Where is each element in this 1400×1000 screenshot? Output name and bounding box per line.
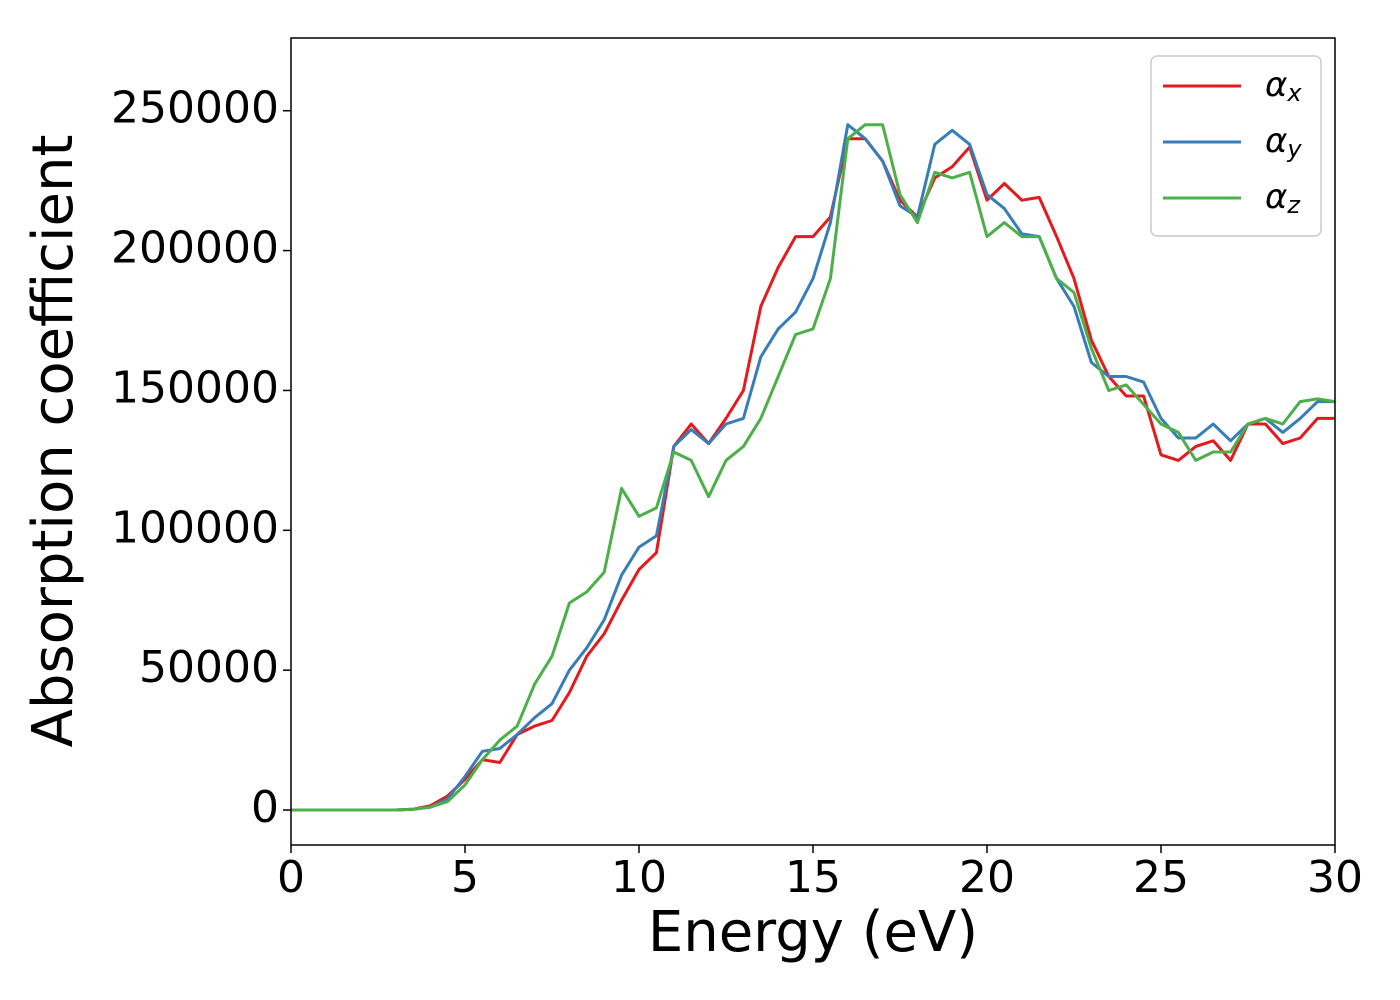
data-line — [291, 137, 1335, 812]
y-tick-label: 200000 — [111, 223, 279, 274]
x-axis-label: Energy (eV) — [648, 900, 978, 965]
data-line — [291, 123, 1335, 812]
plot-frame — [290, 37, 1336, 846]
x-tick-label: 25 — [1133, 852, 1189, 903]
x-tick-label: 5 — [451, 852, 479, 903]
y-tick-label: 50000 — [139, 642, 279, 693]
legend-label: αz — [1265, 177, 1301, 220]
x-tick-label: 0 — [277, 852, 305, 903]
y-tick-label: 100000 — [111, 502, 279, 553]
y-tick-label: 0 — [251, 782, 279, 833]
data-line — [291, 123, 1335, 812]
legend-label: αy — [1265, 121, 1302, 164]
x-tick-label: 30 — [1307, 852, 1363, 903]
x-tick-label: 10 — [611, 852, 667, 903]
legend-box — [1150, 55, 1322, 237]
x-tick-label: 15 — [785, 852, 841, 903]
y-axis-label: Absorption coefficient — [21, 135, 86, 748]
legend-label: αx — [1265, 65, 1302, 108]
y-tick-label: 150000 — [111, 362, 279, 413]
x-tick-label: 20 — [959, 852, 1015, 903]
y-tick-label: 250000 — [111, 83, 279, 134]
